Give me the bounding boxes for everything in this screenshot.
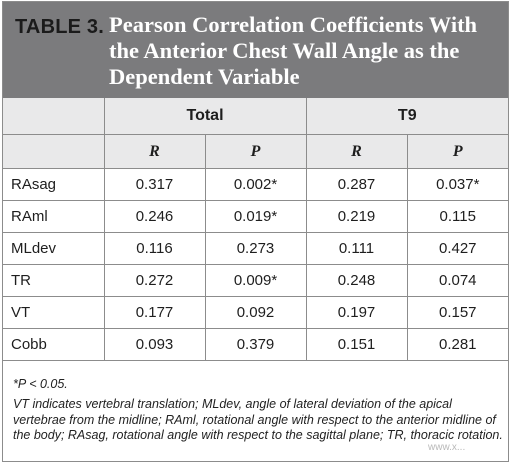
significance-footnote: *P < 0.05.	[13, 377, 68, 391]
row-label: RAml	[3, 200, 105, 233]
subheader-p-total: P	[204, 134, 307, 169]
table-cell: 0.287	[305, 168, 408, 201]
table-footnotes: *P < 0.05. VT indicates vertebral transl…	[13, 376, 503, 444]
subheader-row: R P R P	[3, 134, 509, 169]
correlation-table: Total T9 R P R P RAsag 0.317 0.002* 0.28…	[3, 98, 509, 361]
table-title-bar: TABLE 3. Pearson Correlation Coefficient…	[3, 2, 508, 98]
table-cell: 0.379	[204, 328, 307, 361]
table-row: RAml 0.246 0.019* 0.219 0.115	[3, 200, 509, 233]
table-figure: TABLE 3. Pearson Correlation Coefficient…	[2, 1, 509, 462]
blank-subheader-cell	[3, 134, 105, 169]
row-label: MLdev	[3, 232, 105, 265]
table-cell: 0.002*	[204, 168, 307, 201]
table-wrapper: Total T9 R P R P RAsag 0.317 0.002* 0.28…	[3, 98, 509, 361]
table-row: TR 0.272 0.009* 0.248 0.074	[3, 264, 509, 297]
table-cell: 0.009*	[204, 264, 307, 297]
table-cell: 0.197	[305, 296, 408, 329]
subheader-r-t9: R	[305, 134, 408, 169]
table-cell: 0.219	[305, 200, 408, 233]
group-header-t9: T9	[305, 98, 509, 135]
table-cell: 0.151	[305, 328, 408, 361]
watermark: www.x...	[428, 442, 466, 453]
group-header-total: Total	[103, 98, 307, 135]
row-label: TR	[3, 264, 105, 297]
table-cell: 0.157	[406, 296, 509, 329]
table-cell: 0.273	[204, 232, 307, 265]
table-cell: 0.074	[406, 264, 509, 297]
table-cell: 0.116	[103, 232, 206, 265]
blank-header-cell	[3, 98, 105, 135]
subheader-r-total: R	[103, 134, 206, 169]
table-cell: 0.246	[103, 200, 206, 233]
table-cell: 0.093	[103, 328, 206, 361]
table-cell: 0.092	[204, 296, 307, 329]
table-cell: 0.272	[103, 264, 206, 297]
row-label: RAsag	[3, 168, 105, 201]
table-title: Pearson Correlation Coefficients With th…	[109, 12, 478, 89]
row-label: VT	[3, 296, 105, 329]
table-cell: 0.111	[305, 232, 408, 265]
row-label: Cobb	[3, 328, 105, 361]
table-cell: 0.427	[406, 232, 509, 265]
group-header-row: Total T9	[3, 98, 509, 135]
table-label: TABLE 3.	[15, 16, 105, 38]
table-cell: 0.281	[406, 328, 509, 361]
table-row: Cobb 0.093 0.379 0.151 0.281	[3, 328, 509, 361]
table-cell: 0.177	[103, 296, 206, 329]
subheader-p-t9: P	[406, 134, 509, 169]
table-cell: 0.248	[305, 264, 408, 297]
table-row: VT 0.177 0.092 0.197 0.157	[3, 296, 509, 329]
table-cell: 0.019*	[204, 200, 307, 233]
table-cell: 0.115	[406, 200, 509, 233]
table-cell: 0.037*	[406, 168, 509, 201]
table-cell: 0.317	[103, 168, 206, 201]
abbreviation-footnote: VT indicates vertebral translation; MLde…	[13, 397, 503, 442]
table-row: MLdev 0.116 0.273 0.111 0.427	[3, 232, 509, 265]
table-row: RAsag 0.317 0.002* 0.287 0.037*	[3, 168, 509, 201]
